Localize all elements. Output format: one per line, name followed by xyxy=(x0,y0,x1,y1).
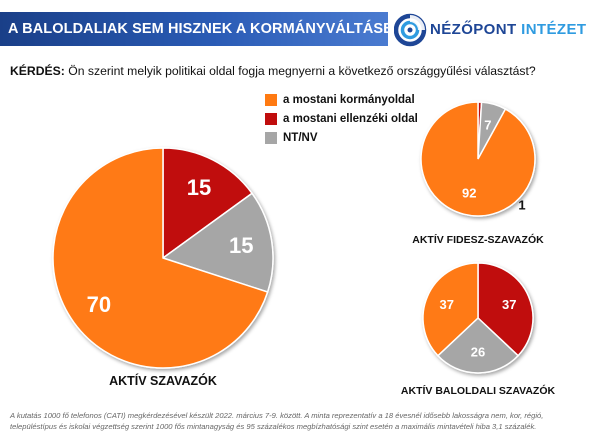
pie-disc xyxy=(420,101,536,217)
legend-swatch-government xyxy=(265,94,277,106)
logo-word-intezet: INTÉZET xyxy=(521,21,587,38)
legend-item-nt-nv: NT/NV xyxy=(265,130,418,146)
pie-active-voters: 15 15 70 AKTÍV SZAVAZÓK xyxy=(52,147,274,388)
pie-value-label-opposition: 37 xyxy=(502,297,516,312)
legend-label-nt-nv: NT/NV xyxy=(283,132,318,144)
legend-swatch-nt-nv xyxy=(265,132,277,144)
pie-value-label-government: 70 xyxy=(87,292,111,317)
pie-value-label-nt-nv: 15 xyxy=(229,233,253,258)
pie-value-label-government: 37 xyxy=(439,297,453,312)
page-title: A BALOLDALIAK SEM HISZNEK A KORMÁNYVÁLTÁ… xyxy=(8,21,415,37)
pie-value-label-nt-nv: 26 xyxy=(471,345,485,360)
logo-wordmark: NÉZŐPONT INTÉZET xyxy=(430,21,586,38)
pie-title: AKTÍV SZAVAZÓK xyxy=(109,373,217,388)
nezopont-logo-icon xyxy=(393,13,427,47)
logo-word-nezopont: NÉZŐPONT xyxy=(430,21,517,38)
legend-swatch-opposition xyxy=(265,113,277,125)
pie-title: AKTÍV FIDESZ-SZAVAZÓK xyxy=(412,233,544,246)
legend-label-opposition: a mostani ellenzéki oldal xyxy=(283,113,418,125)
pie-disc xyxy=(422,262,534,374)
question: KÉRDÉS: Ön szerint melyik politikai olda… xyxy=(10,64,536,78)
legend: a mostani kormányoldal a mostani ellenzé… xyxy=(265,92,418,149)
legend-item-opposition: a mostani ellenzéki oldal xyxy=(265,111,418,127)
pie-active-left-voters: 37 26 37 AKTÍV BALOLDALI SZAVAZÓK xyxy=(401,262,556,397)
logo: NÉZŐPONT INTÉZET xyxy=(393,12,594,48)
question-label: KÉRDÉS: xyxy=(10,64,65,78)
legend-label-government: a mostani kormányoldal xyxy=(283,94,415,106)
pie-value-label-opposition: 1 xyxy=(518,198,525,213)
pie-value-label-government: 92 xyxy=(462,186,476,201)
pie-slice-government xyxy=(422,262,479,357)
pie-slice-government xyxy=(52,147,269,369)
pie-slice-opposition xyxy=(477,262,534,357)
pie-slice-opposition xyxy=(162,147,254,260)
footnote: A kutatás 1000 fő telefonos (CATI) megké… xyxy=(10,411,544,431)
pie-value-label-nt-nv: 7 xyxy=(484,118,491,133)
pie-slice-government xyxy=(420,101,536,217)
question-text: Ön szerint melyik politikai oldal fogja … xyxy=(68,64,536,78)
pie-slice-nt-nv xyxy=(436,316,520,374)
pie-title: AKTÍV BALOLDALI SZAVAZÓK xyxy=(401,384,556,397)
pie-disc xyxy=(52,147,274,369)
pie-value-label-opposition: 15 xyxy=(187,175,211,200)
pie-slice-nt-nv xyxy=(161,192,274,293)
pie-active-fidesz-voters: 1 7 92 AKTÍV FIDESZ-SZAVAZÓK xyxy=(412,101,544,246)
legend-item-government: a mostani kormányoldal xyxy=(265,92,418,108)
header-banner: A BALOLDALIAK SEM HISZNEK A KORMÁNYVÁLTÁ… xyxy=(0,12,415,46)
